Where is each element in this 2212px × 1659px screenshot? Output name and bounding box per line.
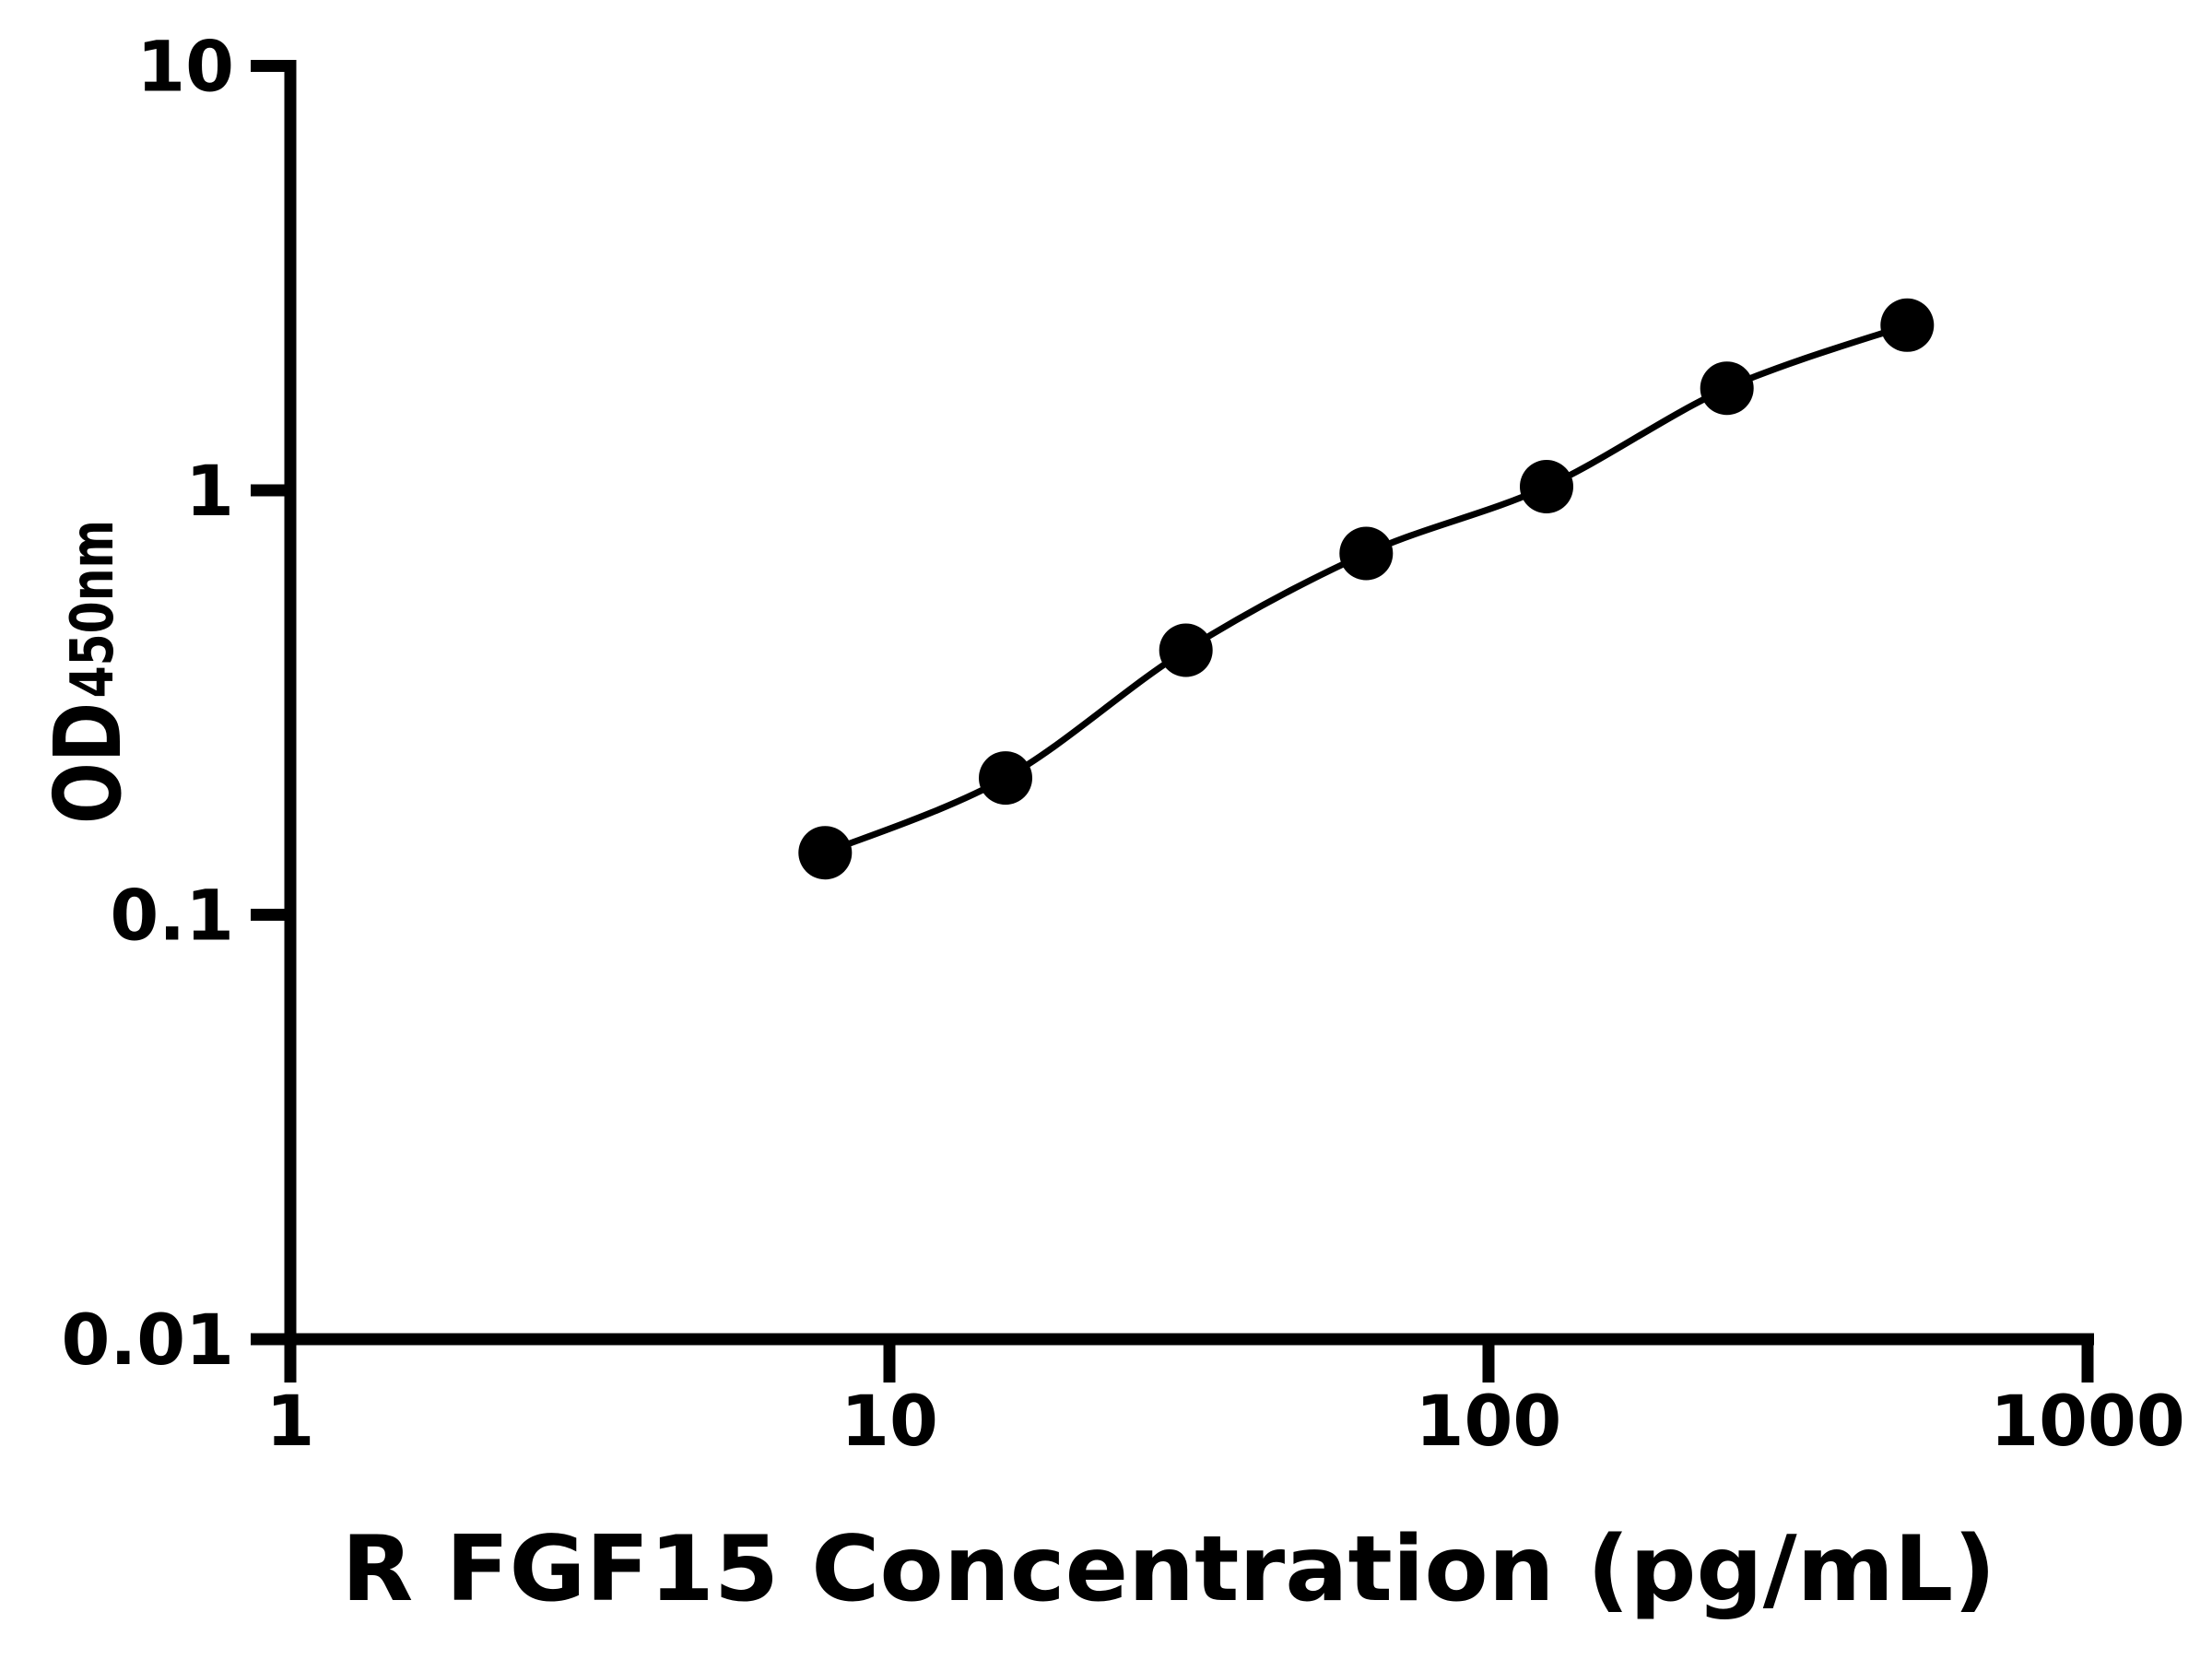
data-point-2 xyxy=(979,751,1032,806)
data-point-1 xyxy=(798,826,853,880)
y-axis-title-main: OD xyxy=(34,702,142,824)
data-point-3 xyxy=(1159,623,1213,677)
x-axis-title: R FGF15 Concentration (pg/mL) xyxy=(342,1517,1996,1622)
y-axis-tick-labels: 10 1 0.1 0.01 xyxy=(61,26,234,1382)
axis-spine xyxy=(284,60,2094,1346)
y-tick-label-0.1: 0.1 xyxy=(110,875,234,957)
y-axis-ticks xyxy=(251,60,290,1346)
x-tick-label-1: 1 xyxy=(266,1380,315,1462)
y-tick-label-0.01: 0.01 xyxy=(61,1299,234,1381)
standard-curve-series xyxy=(798,298,1935,880)
x-axis-tick-labels: 1 10 100 1000 xyxy=(266,1380,2185,1462)
y-tick-label-10: 10 xyxy=(136,26,234,108)
x-tick-label-1000: 1000 xyxy=(1990,1380,2185,1462)
y-axis-title-subscript: 450nm xyxy=(59,520,127,698)
y-tick-label-1: 1 xyxy=(185,450,234,532)
x-axis-ticks xyxy=(284,1339,2094,1382)
y-axis-title: OD 450nm xyxy=(34,520,142,824)
data-point-5 xyxy=(1520,460,1573,513)
x-tick-label-100: 100 xyxy=(1416,1380,1562,1462)
x-tick-label-10: 10 xyxy=(841,1380,938,1462)
data-point-4 xyxy=(1339,526,1394,581)
data-point-6 xyxy=(1700,361,1754,416)
data-point-7 xyxy=(1880,298,1935,352)
